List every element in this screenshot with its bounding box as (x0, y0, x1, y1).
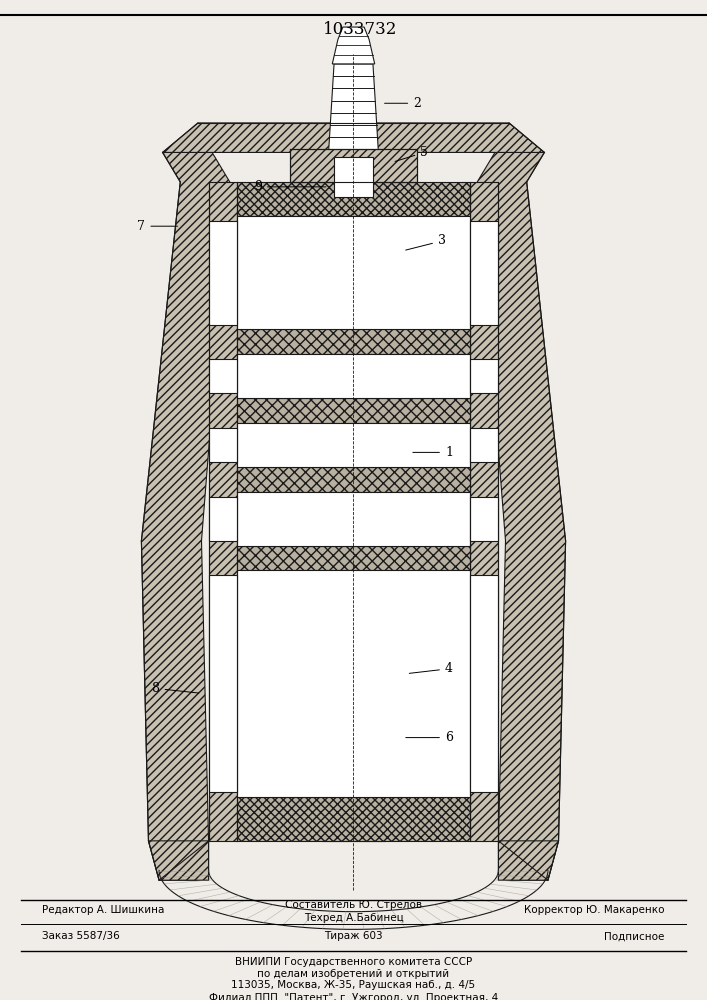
Bar (209, 221, 237, 325)
Text: Редактор А. Шишкина: Редактор А. Шишкина (42, 905, 165, 915)
Text: ВНИИПИ Государственного комитета СССР: ВНИИПИ Государственного комитета СССР (235, 957, 472, 967)
Polygon shape (470, 182, 498, 841)
Bar (209, 497, 237, 541)
Bar (237, 216, 470, 329)
Polygon shape (329, 64, 378, 149)
Bar (470, 575, 498, 792)
Text: 7: 7 (137, 220, 177, 233)
Polygon shape (237, 797, 470, 841)
Polygon shape (477, 152, 566, 880)
Polygon shape (237, 546, 470, 570)
Bar (209, 359, 237, 393)
Bar (237, 570, 470, 797)
Polygon shape (163, 123, 544, 152)
Text: 4: 4 (409, 662, 453, 675)
Polygon shape (332, 27, 375, 64)
Text: Техред А.Бабинец: Техред А.Бабинец (303, 913, 404, 923)
Bar (470, 221, 498, 325)
Bar (470, 359, 498, 393)
Text: по делам изобретений и открытий: по делам изобретений и открытий (257, 969, 450, 979)
Text: 9: 9 (254, 180, 326, 193)
Polygon shape (498, 841, 559, 880)
Text: 3: 3 (406, 234, 446, 250)
Text: Филиал ППП  "Патент", г. Ужгород, ул. Проектная, 4: Филиал ППП "Патент", г. Ужгород, ул. Про… (209, 993, 498, 1000)
Text: 1: 1 (413, 446, 453, 459)
Text: Составитель Ю. Стрелов: Составитель Ю. Стрелов (285, 900, 422, 910)
Bar (209, 428, 237, 462)
Bar (237, 423, 470, 467)
Polygon shape (148, 841, 209, 880)
Bar (209, 575, 237, 792)
Text: Тираж 603: Тираж 603 (325, 931, 382, 941)
Polygon shape (237, 467, 470, 492)
Bar (470, 497, 498, 541)
Text: 6: 6 (406, 731, 453, 744)
Polygon shape (290, 149, 417, 182)
Text: 113035, Москва, Ж-35, Раушская наб., д. 4/5: 113035, Москва, Ж-35, Раушская наб., д. … (231, 980, 476, 990)
Text: Корректор Ю. Макаренко: Корректор Ю. Макаренко (524, 905, 665, 915)
Bar (470, 428, 498, 462)
Text: Заказ 5587/36: Заказ 5587/36 (42, 931, 120, 941)
Text: Подписное: Подписное (604, 931, 665, 941)
Polygon shape (237, 329, 470, 354)
Text: 8: 8 (151, 682, 199, 695)
Bar (237, 182, 470, 841)
Text: 5: 5 (395, 146, 428, 161)
Polygon shape (237, 398, 470, 423)
Bar (322, 152, 385, 841)
Polygon shape (209, 182, 237, 841)
Bar (237, 492, 470, 546)
Bar (237, 354, 470, 398)
Polygon shape (141, 152, 230, 880)
Bar (334, 157, 373, 197)
Text: 1033732: 1033732 (323, 21, 398, 38)
Polygon shape (237, 182, 470, 216)
Text: 2: 2 (385, 97, 421, 110)
